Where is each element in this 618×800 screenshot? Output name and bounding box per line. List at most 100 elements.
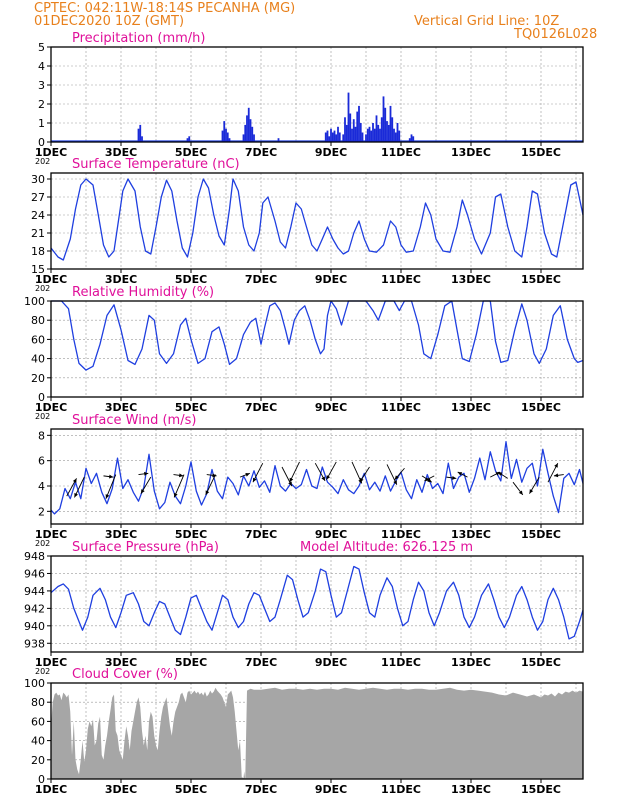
header-datetime: 01DEC2020 10Z (GMT) [34, 14, 185, 29]
y-tick-label: 0 [38, 391, 45, 404]
x-year-stub: 202 [35, 157, 50, 166]
precip-bar [337, 126, 339, 142]
panel-wind: 2 4 6 8 1DEC 3DEC 5DEC 7DEC 9DEC 11DEC 13DEC 15DEC 2… [35, 413, 584, 548]
x-tick-label: 13DEC [451, 783, 491, 796]
wind-arrow-head [326, 475, 331, 480]
y-tick-label: 21 [31, 227, 45, 240]
x-tick-label: 15DEC [521, 656, 561, 669]
x-tick-label: 9DEC [315, 146, 347, 159]
x-tick-label: 3DEC [105, 783, 137, 796]
wind-arrow-head [252, 477, 257, 483]
x-tick-label: 5DEC [175, 783, 207, 796]
precip-bar [244, 124, 247, 142]
precip-bar [347, 92, 350, 142]
precip-bar [408, 138, 411, 142]
x-tick-label: 9DEC [315, 273, 347, 286]
wind-arrow-head [144, 471, 149, 476]
precip-bar [361, 132, 364, 142]
precip-bar [137, 128, 140, 142]
panel-title-rh: Relative Humidity (%) [72, 285, 214, 300]
x-tick-label: 15DEC [521, 146, 561, 159]
x-tick-label: 11DEC [381, 783, 421, 796]
panel-frame [50, 46, 584, 143]
header-model-id: TQ0126L028 [514, 27, 598, 42]
precip-bar [342, 134, 345, 142]
precip-bar [410, 134, 413, 142]
precip-bar [188, 136, 191, 142]
x-tick-label: 15DEC [521, 273, 561, 286]
precip-bar [324, 132, 327, 142]
wind-arrow-head [174, 492, 178, 498]
precip-bar [372, 123, 374, 142]
x-tick-label: 1DEC [35, 783, 67, 796]
y-tick-label: 80 [31, 314, 45, 327]
precip-bar [370, 130, 373, 142]
x-tick-label: 5DEC [175, 528, 207, 541]
x-tick-label: 11DEC [381, 401, 421, 414]
x-tick-label: 13DEC [451, 401, 491, 414]
x-tick-label: 7DEC [245, 528, 277, 541]
precip-bar [247, 107, 250, 142]
y-tick-label: 946 [24, 567, 45, 580]
x-tick-label: 15DEC [521, 528, 561, 541]
precip-bar [396, 123, 399, 142]
precip-bar [338, 132, 341, 142]
x-tick-label: 1DEC [35, 146, 67, 159]
precip-bar [226, 132, 229, 142]
header-station: CPTEC: 042:11W-18:14S PECANHA (MG) [34, 1, 296, 16]
wind-arrow-head [394, 475, 399, 480]
precip-bar [228, 138, 231, 142]
y-tick-label: 2 [38, 98, 45, 111]
panel-rh: 0 20 40 60 80 100 1DEC 3DEC 5DEC 7DEC 9DEC 11DEC 13D… [24, 285, 584, 421]
model-altitude-annotation: Model Altitude: 626.125 m [300, 540, 473, 555]
precip-bar [387, 124, 390, 142]
y-tick-label: 1 [38, 117, 45, 130]
y-tick-label: 40 [31, 353, 45, 366]
wind-arrow-head [72, 478, 77, 483]
x-year-stub: 202 [35, 667, 50, 676]
wind-arrow-head [359, 477, 364, 483]
wind-arrow-head [288, 481, 292, 486]
precip-bar [345, 124, 348, 142]
x-tick-label: 9DEC [315, 401, 347, 414]
y-tick-label: 30 [31, 173, 45, 186]
precip-bar [391, 117, 394, 142]
panel-frame [50, 682, 584, 780]
precip-bar [379, 128, 381, 142]
panel-temp: 15 18 21 24 27 30 1DEC 3DEC 5DEC 7DEC 9DEC 11DEC 13D… [31, 157, 584, 293]
y-tick-label: 8 [38, 429, 45, 442]
y-tick-label: 942 [24, 602, 45, 615]
precip-bar [366, 128, 369, 142]
panel-frame [50, 428, 584, 525]
x-tick-label: 7DEC [245, 783, 277, 796]
precip-bar [328, 136, 331, 142]
x-tick-label: 3DEC [105, 528, 137, 541]
x-tick-label: 13DEC [451, 528, 491, 541]
x-year-stub: 202 [35, 412, 50, 421]
panel-precip: 0 1 2 3 4 5 1DEC 3DEC 5DEC 7DEC 9DEC 11DEC 13DEC 15DE… [35, 31, 584, 166]
precip-bar [393, 128, 395, 142]
precip-bar [354, 126, 357, 142]
x-tick-label: 1DEC [35, 273, 67, 286]
wind-arrow-head [497, 472, 503, 476]
panel-pres: 938 940 942 944 946 948 1DEC 3DEC 5DEC 7DEC 9DEC 11… [24, 540, 584, 676]
panel-title-precip: Precipitation (mm/h) [72, 31, 205, 46]
wind-arrow-head [140, 489, 145, 494]
cloud-cover-area [51, 687, 583, 779]
y-tick-label: 0 [38, 136, 45, 149]
rh-line [51, 300, 584, 371]
x-tick-label: 5DEC [175, 273, 207, 286]
precip-bar [382, 96, 385, 142]
y-tick-label: 0 [38, 773, 45, 786]
precip-bar [377, 124, 380, 142]
y-tick-label: 100 [24, 677, 45, 690]
precip-bar [384, 107, 387, 142]
x-year-stub: 202 [35, 539, 50, 548]
panel-title-cloud: Cloud Cover (%) [72, 667, 178, 682]
precip-bar [141, 136, 143, 142]
precip-bar [335, 134, 338, 142]
precip-bar [344, 117, 346, 142]
x-tick-label: 15DEC [521, 783, 561, 796]
wind-arrow-head [553, 473, 559, 478]
x-tick-label: 5DEC [175, 146, 207, 159]
